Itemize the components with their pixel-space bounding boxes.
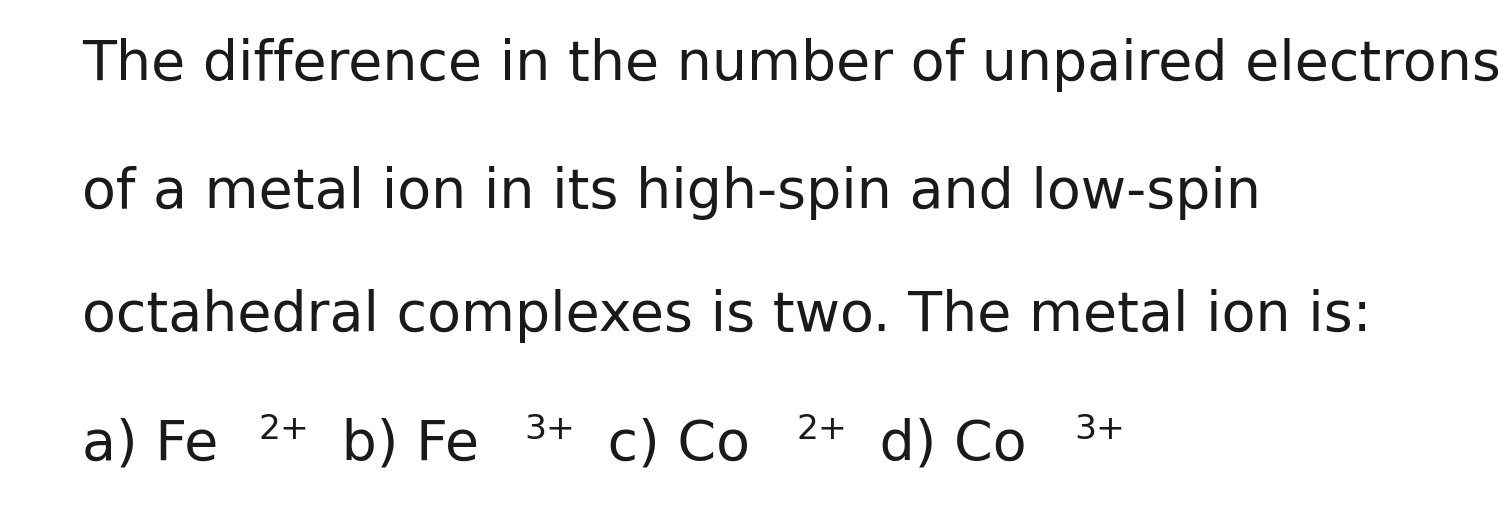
Text: 2+: 2+ xyxy=(258,413,309,446)
Text: 3+: 3+ xyxy=(1074,413,1125,446)
Text: a) Fe: a) Fe xyxy=(82,417,219,471)
Text: 3+: 3+ xyxy=(525,413,574,446)
Text: c) Co: c) Co xyxy=(590,417,750,471)
Text: b) Fe: b) Fe xyxy=(324,417,478,471)
Text: of a metal ion in its high-spin and low-spin: of a metal ion in its high-spin and low-… xyxy=(82,166,1261,220)
Text: 2+: 2+ xyxy=(796,413,847,446)
Text: The difference in the number of unpaired electrons: The difference in the number of unpaired… xyxy=(82,38,1500,92)
Text: d) Co: d) Co xyxy=(862,417,1026,471)
Text: octahedral complexes is two. The metal ion is:: octahedral complexes is two. The metal i… xyxy=(82,289,1372,343)
